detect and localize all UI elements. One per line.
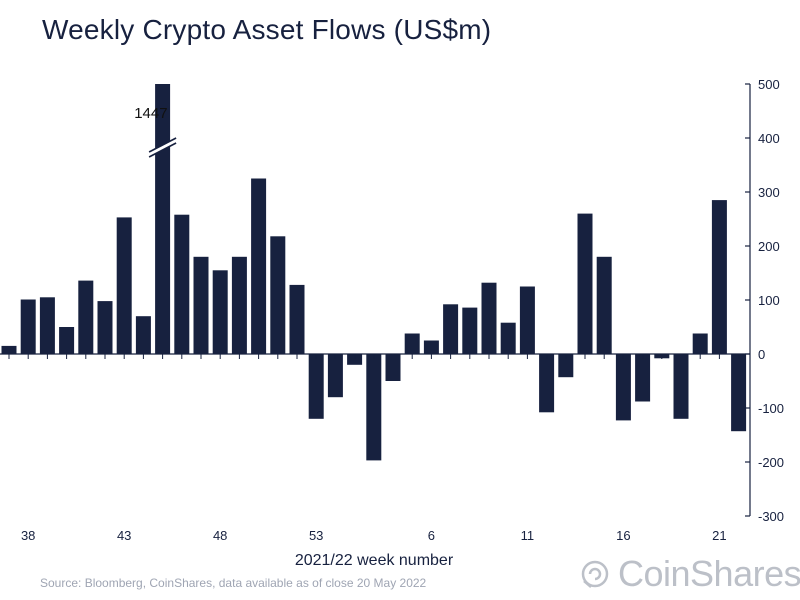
bar-7 xyxy=(443,304,459,354)
bar-16 xyxy=(615,354,631,421)
bars-group xyxy=(1,84,747,461)
bar-42 xyxy=(97,301,113,354)
bar-5 xyxy=(404,333,420,354)
coinshares-logo-icon xyxy=(581,560,609,588)
y-tick-label: 300 xyxy=(758,185,780,200)
bar-46 xyxy=(174,214,190,354)
chart-title: Weekly Crypto Asset Flows (US$m) xyxy=(42,14,492,45)
axis-break-line xyxy=(148,142,177,158)
y-tick-label: 0 xyxy=(758,347,765,362)
bar-3 xyxy=(366,354,382,461)
brand-name: CoinShares xyxy=(618,553,800,594)
bar-19 xyxy=(673,354,689,419)
bar-20 xyxy=(692,333,708,354)
bar-11 xyxy=(519,286,535,354)
axis-break-line xyxy=(148,137,177,153)
bar-44 xyxy=(135,316,151,354)
bar-49 xyxy=(231,256,247,354)
brand-logo: CoinShares xyxy=(580,556,800,592)
y-tick-label: 100 xyxy=(758,293,780,308)
x-tick-label: 16 xyxy=(616,528,630,543)
bar-41 xyxy=(78,280,94,354)
bar-22 xyxy=(731,354,747,432)
bar-10 xyxy=(500,322,516,354)
y-tick-label: -300 xyxy=(758,509,784,524)
x-tick-label: 11 xyxy=(521,528,535,543)
bar-45 xyxy=(155,84,171,354)
bar-2 xyxy=(347,354,363,365)
bar-40 xyxy=(59,327,75,354)
bar-12 xyxy=(539,354,555,413)
bar-43 xyxy=(116,217,132,354)
x-tick-label: 38 xyxy=(21,528,35,543)
bar-14 xyxy=(577,213,593,354)
bar-52 xyxy=(289,284,305,354)
x-tick-label: 43 xyxy=(117,528,131,543)
x-tick-label: 53 xyxy=(309,528,323,543)
bar-9 xyxy=(481,282,497,354)
x-tick-label: 6 xyxy=(428,528,435,543)
bar-39 xyxy=(39,297,55,354)
y-tick-label: 400 xyxy=(758,131,780,146)
y-tick-label: 500 xyxy=(758,77,780,92)
source-note: Source: Bloomberg, CoinShares, data avai… xyxy=(40,576,427,590)
bar-21 xyxy=(711,200,727,354)
bar-8 xyxy=(462,307,478,354)
bar-1 xyxy=(327,354,343,398)
bar-6 xyxy=(423,340,439,354)
annotation-label: 1447 xyxy=(134,105,167,122)
x-tick-label: 48 xyxy=(213,528,227,543)
bar-37 xyxy=(1,345,17,354)
bar-47 xyxy=(193,256,209,354)
bar-50 xyxy=(251,178,267,354)
x-tick-label: 21 xyxy=(712,528,726,543)
y-tick-label: 200 xyxy=(758,239,780,254)
bar-17 xyxy=(635,354,651,402)
y-tick-label: -100 xyxy=(758,401,784,416)
axis-group: 1447 38 43 48 53 6 11 16 21 500 400 300 200 100 0 -100 -… xyxy=(0,77,784,543)
bar-38 xyxy=(20,299,36,354)
y-tick-label: -200 xyxy=(758,455,784,470)
bar-15 xyxy=(596,256,612,354)
bar-4 xyxy=(385,354,401,381)
axis-break-gap xyxy=(149,138,177,157)
bar-51 xyxy=(270,236,286,354)
bar-13 xyxy=(558,354,574,378)
bar-48 xyxy=(212,270,228,354)
bar-53 xyxy=(308,354,324,419)
x-axis-label: 2021/22 week number xyxy=(295,552,454,569)
